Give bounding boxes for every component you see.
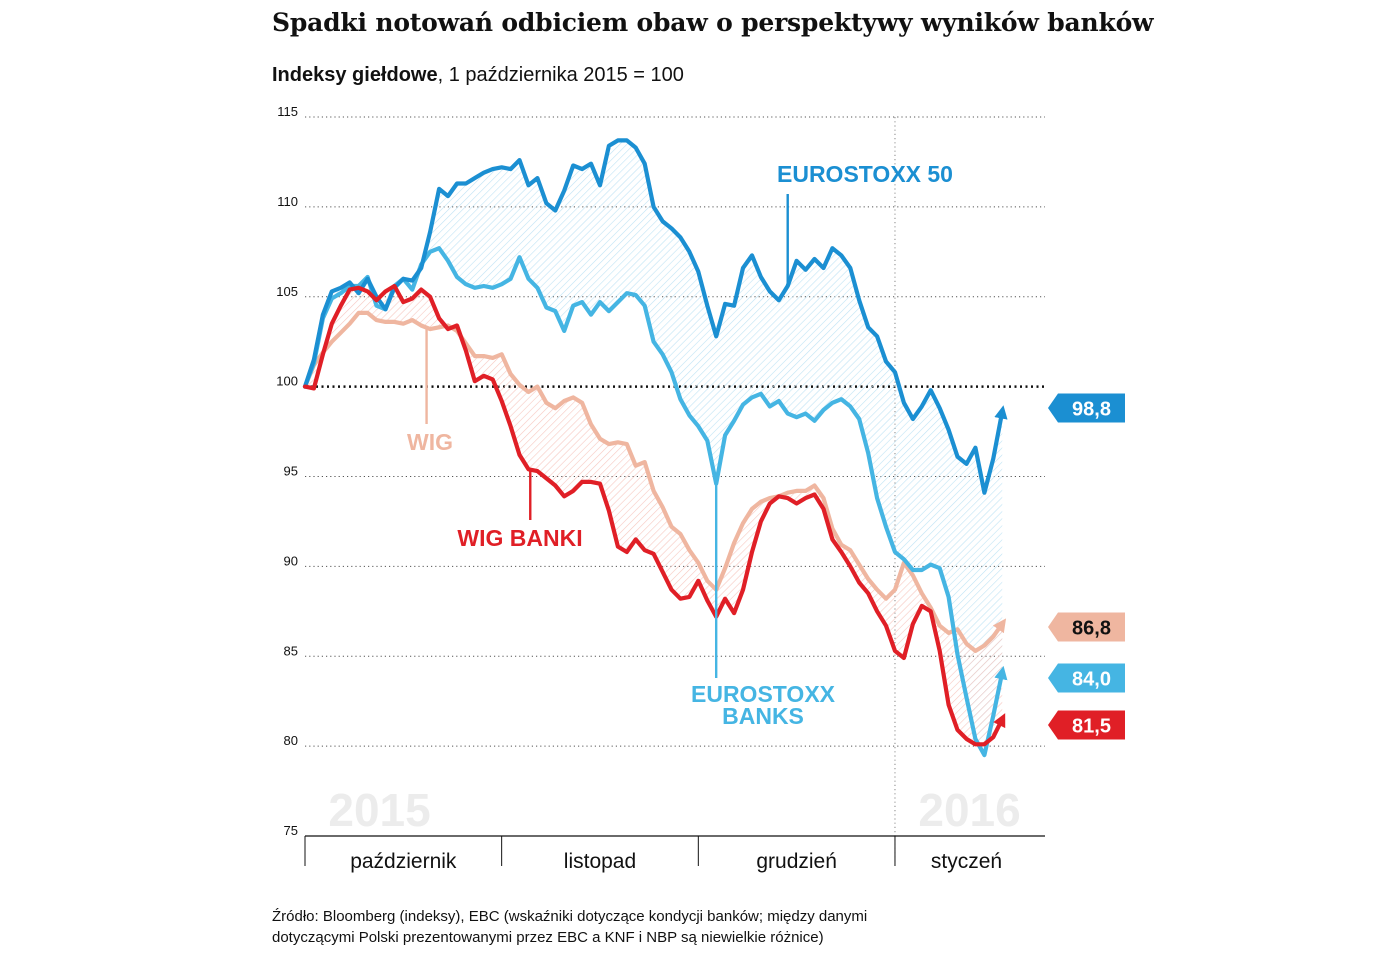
series-line-eurostoxx-50	[302, 138, 1008, 495]
source-note: Źródło: Bloomberg (indeksy), EBC (wskaźn…	[272, 906, 972, 948]
month-label: styczeń	[931, 850, 1002, 873]
month-label: listopad	[564, 850, 636, 873]
x-axis: październik listopad grudzień styczeń	[304, 835, 1045, 873]
badge-value: 86,8	[1072, 618, 1111, 640]
series-label: EUROSTOXX	[691, 681, 836, 707]
source-line-2: dotyczącymi Polski prezentowanymi przez …	[272, 929, 824, 946]
series-label: BANKS	[722, 703, 804, 729]
badge-value: 81,5	[1072, 716, 1111, 738]
y-tick-label: 105	[276, 284, 298, 299]
subtitle-rest: , 1 października 2015 = 100	[437, 64, 684, 86]
series-lines	[302, 138, 1008, 758]
month-label: grudzień	[756, 850, 837, 873]
y-tick-label: 115	[277, 104, 298, 119]
bands	[305, 140, 1003, 756]
band-wig	[305, 285, 1003, 745]
chart-subtitle: Indeksy giełdowe, 1 października 2015 = …	[272, 64, 684, 87]
series-label: WIG BANKI	[457, 525, 582, 551]
band-eurostoxx	[305, 140, 1003, 756]
y-tick-label: 110	[277, 194, 298, 209]
y-tick-label: 95	[284, 464, 298, 479]
series-line-wig-banki	[302, 283, 1006, 747]
end-value-badges: 98,8 84,0 86,8 81,5	[1048, 393, 1125, 740]
month-label: październik	[350, 850, 457, 873]
badge-eurostoxx-banks	[1048, 663, 1125, 693]
badge-eurostoxx-50	[1048, 393, 1125, 423]
year-watermarks: 2015 2016	[328, 784, 1020, 836]
badge-wig	[1048, 612, 1125, 642]
y-tick-label: 85	[284, 643, 298, 658]
y-tick-label: 75	[284, 823, 298, 838]
y-tick-label: 80	[284, 733, 298, 748]
y-tick-label: 100	[276, 374, 298, 389]
badge-wig-banki	[1048, 710, 1125, 740]
series-label: EUROSTOXX 50	[777, 161, 953, 187]
subtitle-bold: Indeksy giełdowe	[272, 64, 438, 86]
badge-value: 98,8	[1072, 399, 1111, 421]
series-line-wig	[302, 310, 1007, 653]
y-tick-label: 90	[284, 553, 298, 568]
source-line-1: Źródło: Bloomberg (indeksy), EBC (wskaźn…	[272, 908, 868, 925]
series-label: WIG	[407, 429, 453, 455]
line-chart: 75 80 85 90 95 100 105 110 115 2015 2016 paździer…	[276, 104, 1125, 873]
year-label-2015: 2015	[328, 784, 430, 836]
year-label-2016: 2016	[918, 784, 1020, 836]
chart-title: Spadki notowań odbiciem obaw o perspekty…	[272, 8, 1154, 37]
badge-value: 84,0	[1072, 669, 1111, 691]
